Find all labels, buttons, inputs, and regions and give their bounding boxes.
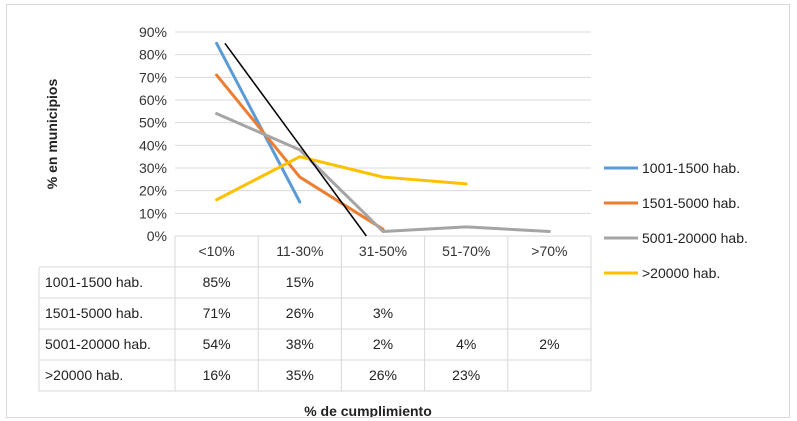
y-tick-label: 20% [139,183,167,199]
data-label: 35% [286,367,314,383]
data-label: 38% [286,336,314,352]
series-line [215,155,468,202]
data-label: 4% [456,336,476,352]
series-line [215,112,551,233]
data-label: 26% [369,367,397,383]
x-tick-label: 11-30% [276,243,323,259]
data-label: 26% [286,305,314,321]
data-label: 16% [203,367,231,383]
y-tick-label: 40% [139,137,167,153]
legend-label: 1501-5000 hab. [642,195,740,211]
y-tick-label: 70% [139,69,167,85]
legend-label: 5001-20000 hab. [642,230,748,246]
x-axis-title: % de cumplimiento [304,403,432,417]
legend-label: 1001-1500 hab. [642,160,740,176]
series-line [215,41,302,204]
data-label: 2% [373,336,393,352]
chart-frame: 0% 10% 20% 30% 40% 50% 60% 70% 80% 90% % en munici… [6,4,790,418]
x-tick-label: 31-50% [359,243,407,259]
y-tick-label: 10% [139,205,167,221]
data-label: 23% [452,367,480,383]
x-tick-label: >70% [531,243,567,259]
data-label: 85% [203,274,231,290]
table-row-label: 1001-1500 hab. [45,274,143,290]
y-axis-title: % en municipios [44,79,60,190]
legend-label: >20000 hab. [642,265,720,281]
data-label: 54% [203,336,231,352]
y-tick-label: 0% [147,228,167,244]
data-label: 2% [539,336,559,352]
series-line [215,73,385,231]
x-tick-label: 51-70% [442,243,490,259]
data-label: 3% [373,305,393,321]
y-tick-label: 60% [139,92,167,108]
table-row-label: 5001-20000 hab. [45,336,151,352]
x-tick-label: <10% [198,243,234,259]
table-row-label: >20000 hab. [45,367,123,383]
table-row-label: 1501-5000 hab. [45,305,143,321]
y-tick-label: 50% [139,115,167,131]
trend-line [224,42,367,237]
data-label: 15% [286,274,314,290]
y-tick-label: 80% [139,47,167,63]
data-label: 71% [203,305,231,321]
y-tick-label: 90% [139,24,167,40]
chart-svg: 0% 10% 20% 30% 40% 50% 60% 70% 80% 90% % en munici… [38,24,748,417]
y-tick-label: 30% [139,160,167,176]
